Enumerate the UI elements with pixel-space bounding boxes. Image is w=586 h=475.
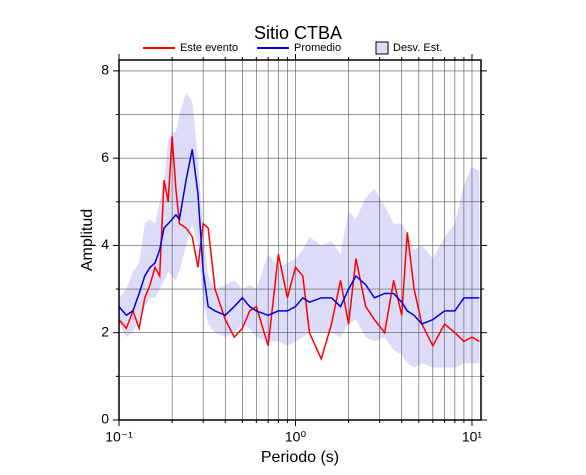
legend-label: Promedio	[294, 42, 341, 54]
y-tick-label: 0	[101, 411, 109, 427]
y-axis-label: Amplitud	[79, 209, 96, 271]
plot-frame	[118, 59, 482, 421]
y-tick-label: 8	[101, 62, 109, 78]
y-tick-label: 2	[101, 323, 109, 339]
x-tick-label: 10⁻¹	[105, 429, 133, 445]
y-tick-label: 6	[101, 149, 109, 165]
x-tick-label: 10⁰	[285, 429, 307, 445]
series-line	[118, 136, 480, 362]
x-tick-label: 10¹	[462, 429, 483, 445]
chart-title: Sitio CTBA	[254, 23, 342, 43]
legend-label: Desv. Est.	[393, 42, 442, 54]
legend-swatch	[375, 41, 389, 55]
x-axis-label: Periodo (s)	[261, 449, 339, 466]
y-tick-label: 4	[101, 236, 109, 252]
series-line	[118, 149, 480, 325]
std-band	[119, 92, 480, 368]
legend-label: Este evento	[180, 42, 238, 54]
